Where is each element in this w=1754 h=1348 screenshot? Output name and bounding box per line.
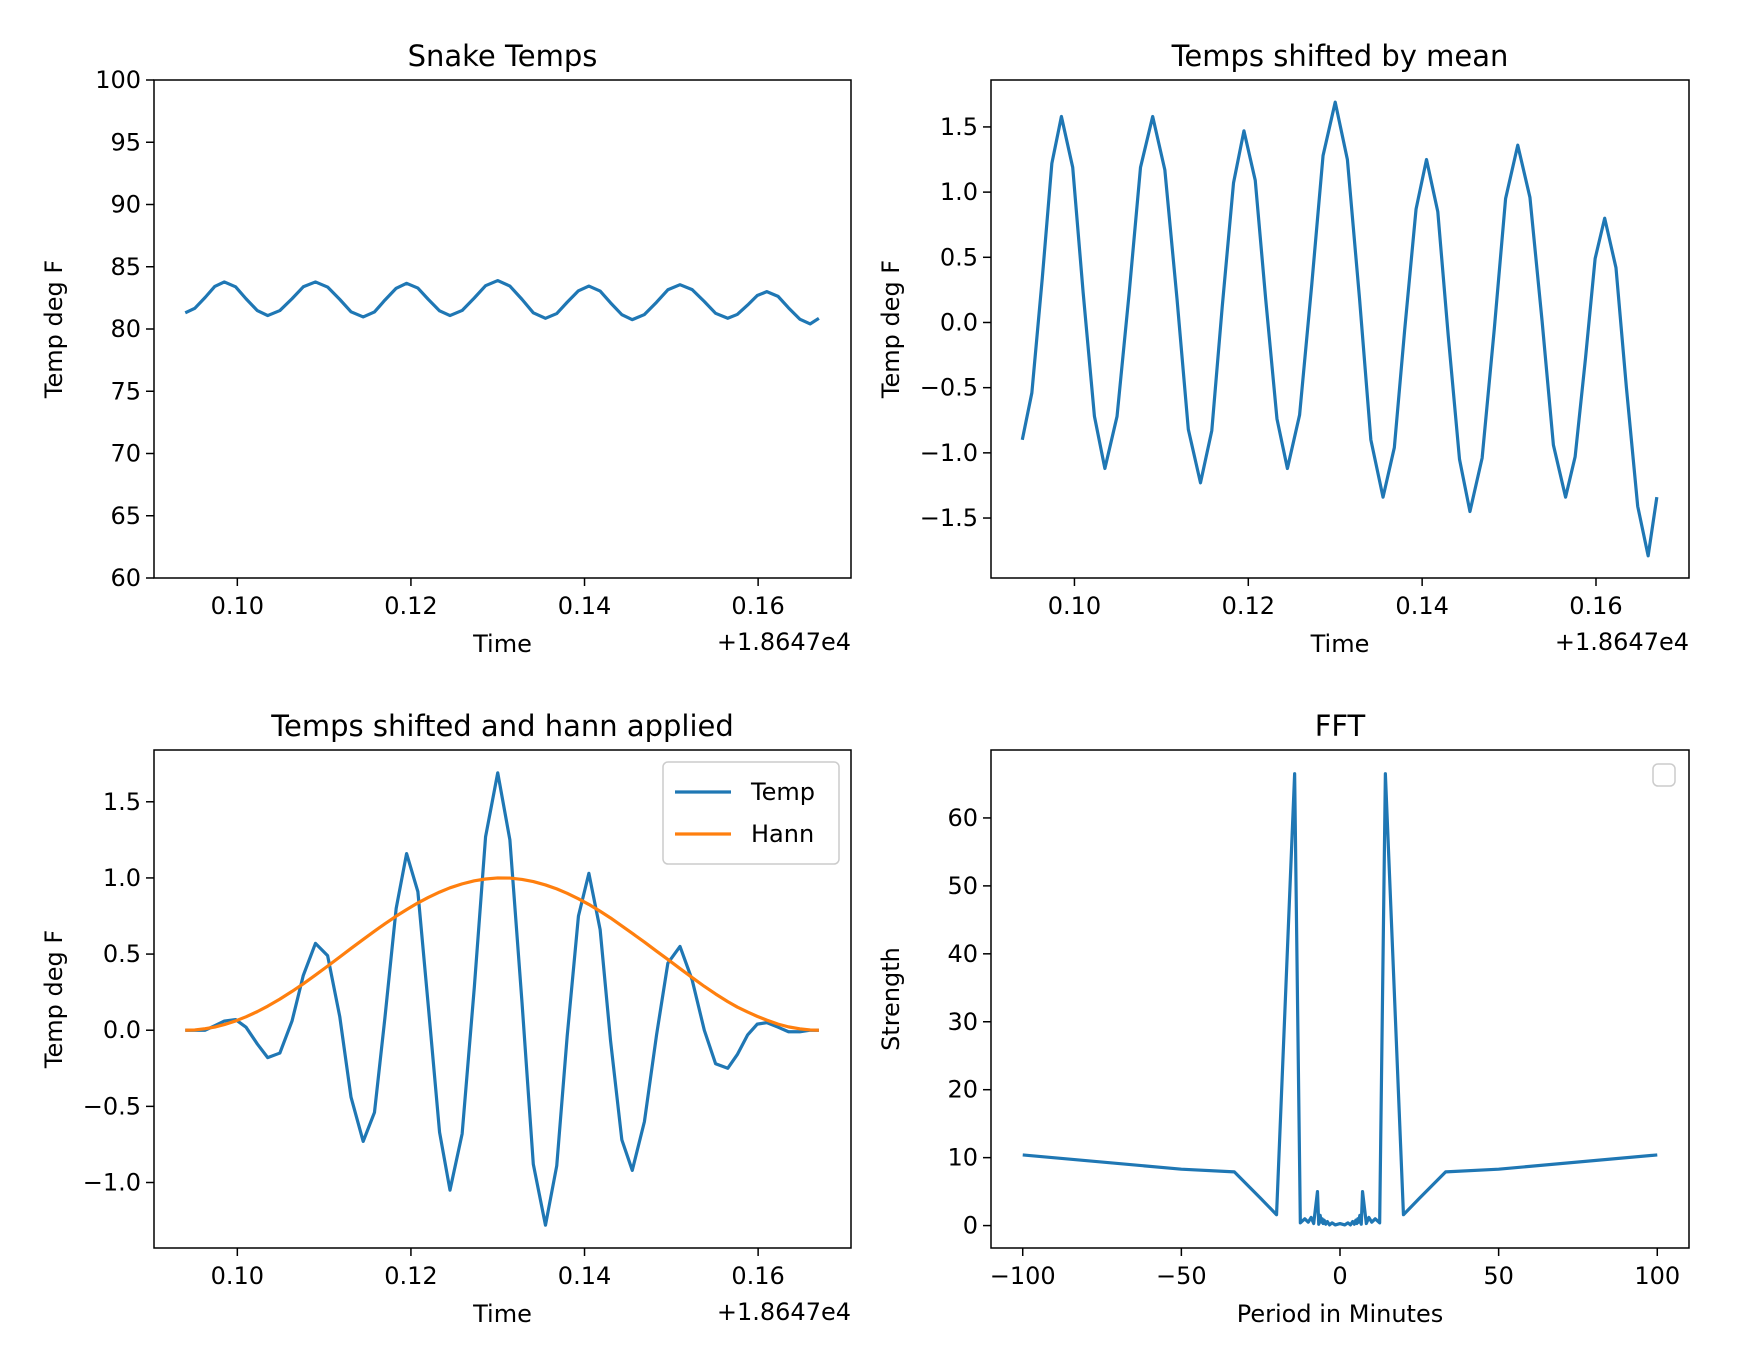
x-offset-text: +1.8647e4 bbox=[1555, 628, 1689, 656]
y-tick-label: 70 bbox=[110, 440, 141, 468]
x-tick-label: 0.16 bbox=[731, 1262, 784, 1290]
y-tick-label: 80 bbox=[110, 315, 141, 343]
x-tick-label: 0 bbox=[1332, 1262, 1347, 1290]
y-tick-label: 1.0 bbox=[103, 864, 141, 892]
axes: 0.10 0.12 0.14 0.16 −1.5 −1.0 −0.5 0.0 0.5 1.0 1.5… bbox=[877, 39, 1690, 658]
legend bbox=[1652, 763, 1676, 787]
data-line bbox=[185, 771, 819, 1227]
y-tick-label: 65 bbox=[110, 502, 141, 530]
y-tick-label: 0.0 bbox=[940, 308, 978, 336]
data-line bbox=[184, 278, 820, 326]
legend-frame bbox=[662, 761, 840, 865]
y-axis-label: Temp deg F bbox=[40, 930, 68, 1069]
legend-frame bbox=[1652, 763, 1676, 787]
y-tick-label: −0.5 bbox=[920, 374, 978, 402]
y-tick-label: −0.5 bbox=[83, 1092, 141, 1120]
x-tick-label: 0.14 bbox=[1395, 592, 1448, 620]
subplot-title: Temps shifted and hann applied bbox=[270, 709, 734, 743]
legend-label: Hann bbox=[751, 820, 814, 848]
subplot-title: FFT bbox=[1315, 709, 1366, 743]
x-axis-label: Time bbox=[472, 1300, 532, 1328]
x-tick-label: 0.10 bbox=[1048, 592, 1101, 620]
x-offset-text: +1.8647e4 bbox=[717, 628, 851, 656]
y-tick-label: 0.0 bbox=[103, 1016, 141, 1044]
y-tick-label: 95 bbox=[110, 128, 141, 156]
x-tick-label: 0.16 bbox=[731, 592, 784, 620]
subplot-title: Snake Temps bbox=[408, 39, 598, 73]
y-tick-label: −1.0 bbox=[920, 439, 978, 467]
data-line bbox=[1022, 772, 1658, 1227]
y-axis-label: Strength bbox=[877, 947, 905, 1051]
y-axis-label: Temp deg F bbox=[40, 260, 68, 399]
x-tick-label: 0.16 bbox=[1569, 592, 1622, 620]
y-tick-label: 40 bbox=[947, 940, 978, 968]
y-tick-label: 50 bbox=[947, 872, 978, 900]
x-offset-text: +1.8647e4 bbox=[717, 1298, 851, 1326]
x-axis-label: Time bbox=[472, 630, 532, 658]
x-tick-label: 0.12 bbox=[384, 592, 437, 620]
axes-frame bbox=[153, 749, 852, 1249]
axes: 0.10 0.12 0.14 0.16 −1.0 −0.5 0.0 0.5 1.0 1.5 Temp… bbox=[40, 709, 852, 1328]
y-tick-label: 60 bbox=[110, 564, 141, 592]
y-tick-label: 1.0 bbox=[940, 178, 978, 206]
axes-frame bbox=[990, 79, 1690, 579]
axes: 0.10 0.12 0.14 0.16 60 65 70 75 80 85 90 95 100 Snake… bbox=[40, 39, 852, 658]
x-tick-label: 0.10 bbox=[211, 1262, 264, 1290]
y-tick-label: 60 bbox=[947, 804, 978, 832]
y-tick-label: 85 bbox=[110, 253, 141, 281]
legend-label: Temp bbox=[750, 778, 815, 806]
x-tick-label: 100 bbox=[1634, 1262, 1680, 1290]
y-tick-label: 75 bbox=[110, 377, 141, 405]
y-tick-label: 20 bbox=[947, 1076, 978, 1104]
y-tick-label: 10 bbox=[947, 1144, 978, 1172]
y-tick-label: 0.5 bbox=[940, 243, 978, 271]
axes-frame bbox=[153, 79, 852, 579]
x-tick-label: 0.12 bbox=[384, 1262, 437, 1290]
axes: −100 −50 0 50 100 0 10 20 30 40 50 60 FFT Period in M… bbox=[877, 709, 1690, 1328]
y-tick-label: 1.5 bbox=[103, 788, 141, 816]
x-axis-label: Period in Minutes bbox=[1237, 1300, 1443, 1328]
y-tick-label: 30 bbox=[947, 1008, 978, 1036]
x-tick-label: 50 bbox=[1483, 1262, 1514, 1290]
x-tick-label: 0.12 bbox=[1222, 592, 1275, 620]
y-tick-label: 1.5 bbox=[940, 113, 978, 141]
y-tick-label: −1.5 bbox=[920, 504, 978, 532]
y-tick-label: 90 bbox=[110, 191, 141, 219]
data-line bbox=[1020, 100, 1659, 558]
data-line bbox=[185, 876, 819, 1032]
x-tick-label: 0.10 bbox=[211, 592, 264, 620]
y-tick-label: 100 bbox=[95, 66, 141, 94]
x-tick-label: 0.14 bbox=[558, 1262, 611, 1290]
legend: Temp Hann bbox=[662, 761, 840, 865]
x-tick-label: −100 bbox=[990, 1262, 1056, 1290]
x-tick-label: 0.14 bbox=[558, 592, 611, 620]
y-tick-label: 0.5 bbox=[103, 940, 141, 968]
y-tick-label: −1.0 bbox=[83, 1169, 141, 1197]
y-tick-label: 0 bbox=[963, 1212, 978, 1240]
y-axis-label: Temp deg F bbox=[877, 260, 905, 399]
subplot-title: Temps shifted by mean bbox=[1171, 39, 1509, 73]
x-axis-label: Time bbox=[1310, 630, 1370, 658]
axes-frame bbox=[990, 749, 1690, 1249]
x-tick-label: −50 bbox=[1156, 1262, 1207, 1290]
